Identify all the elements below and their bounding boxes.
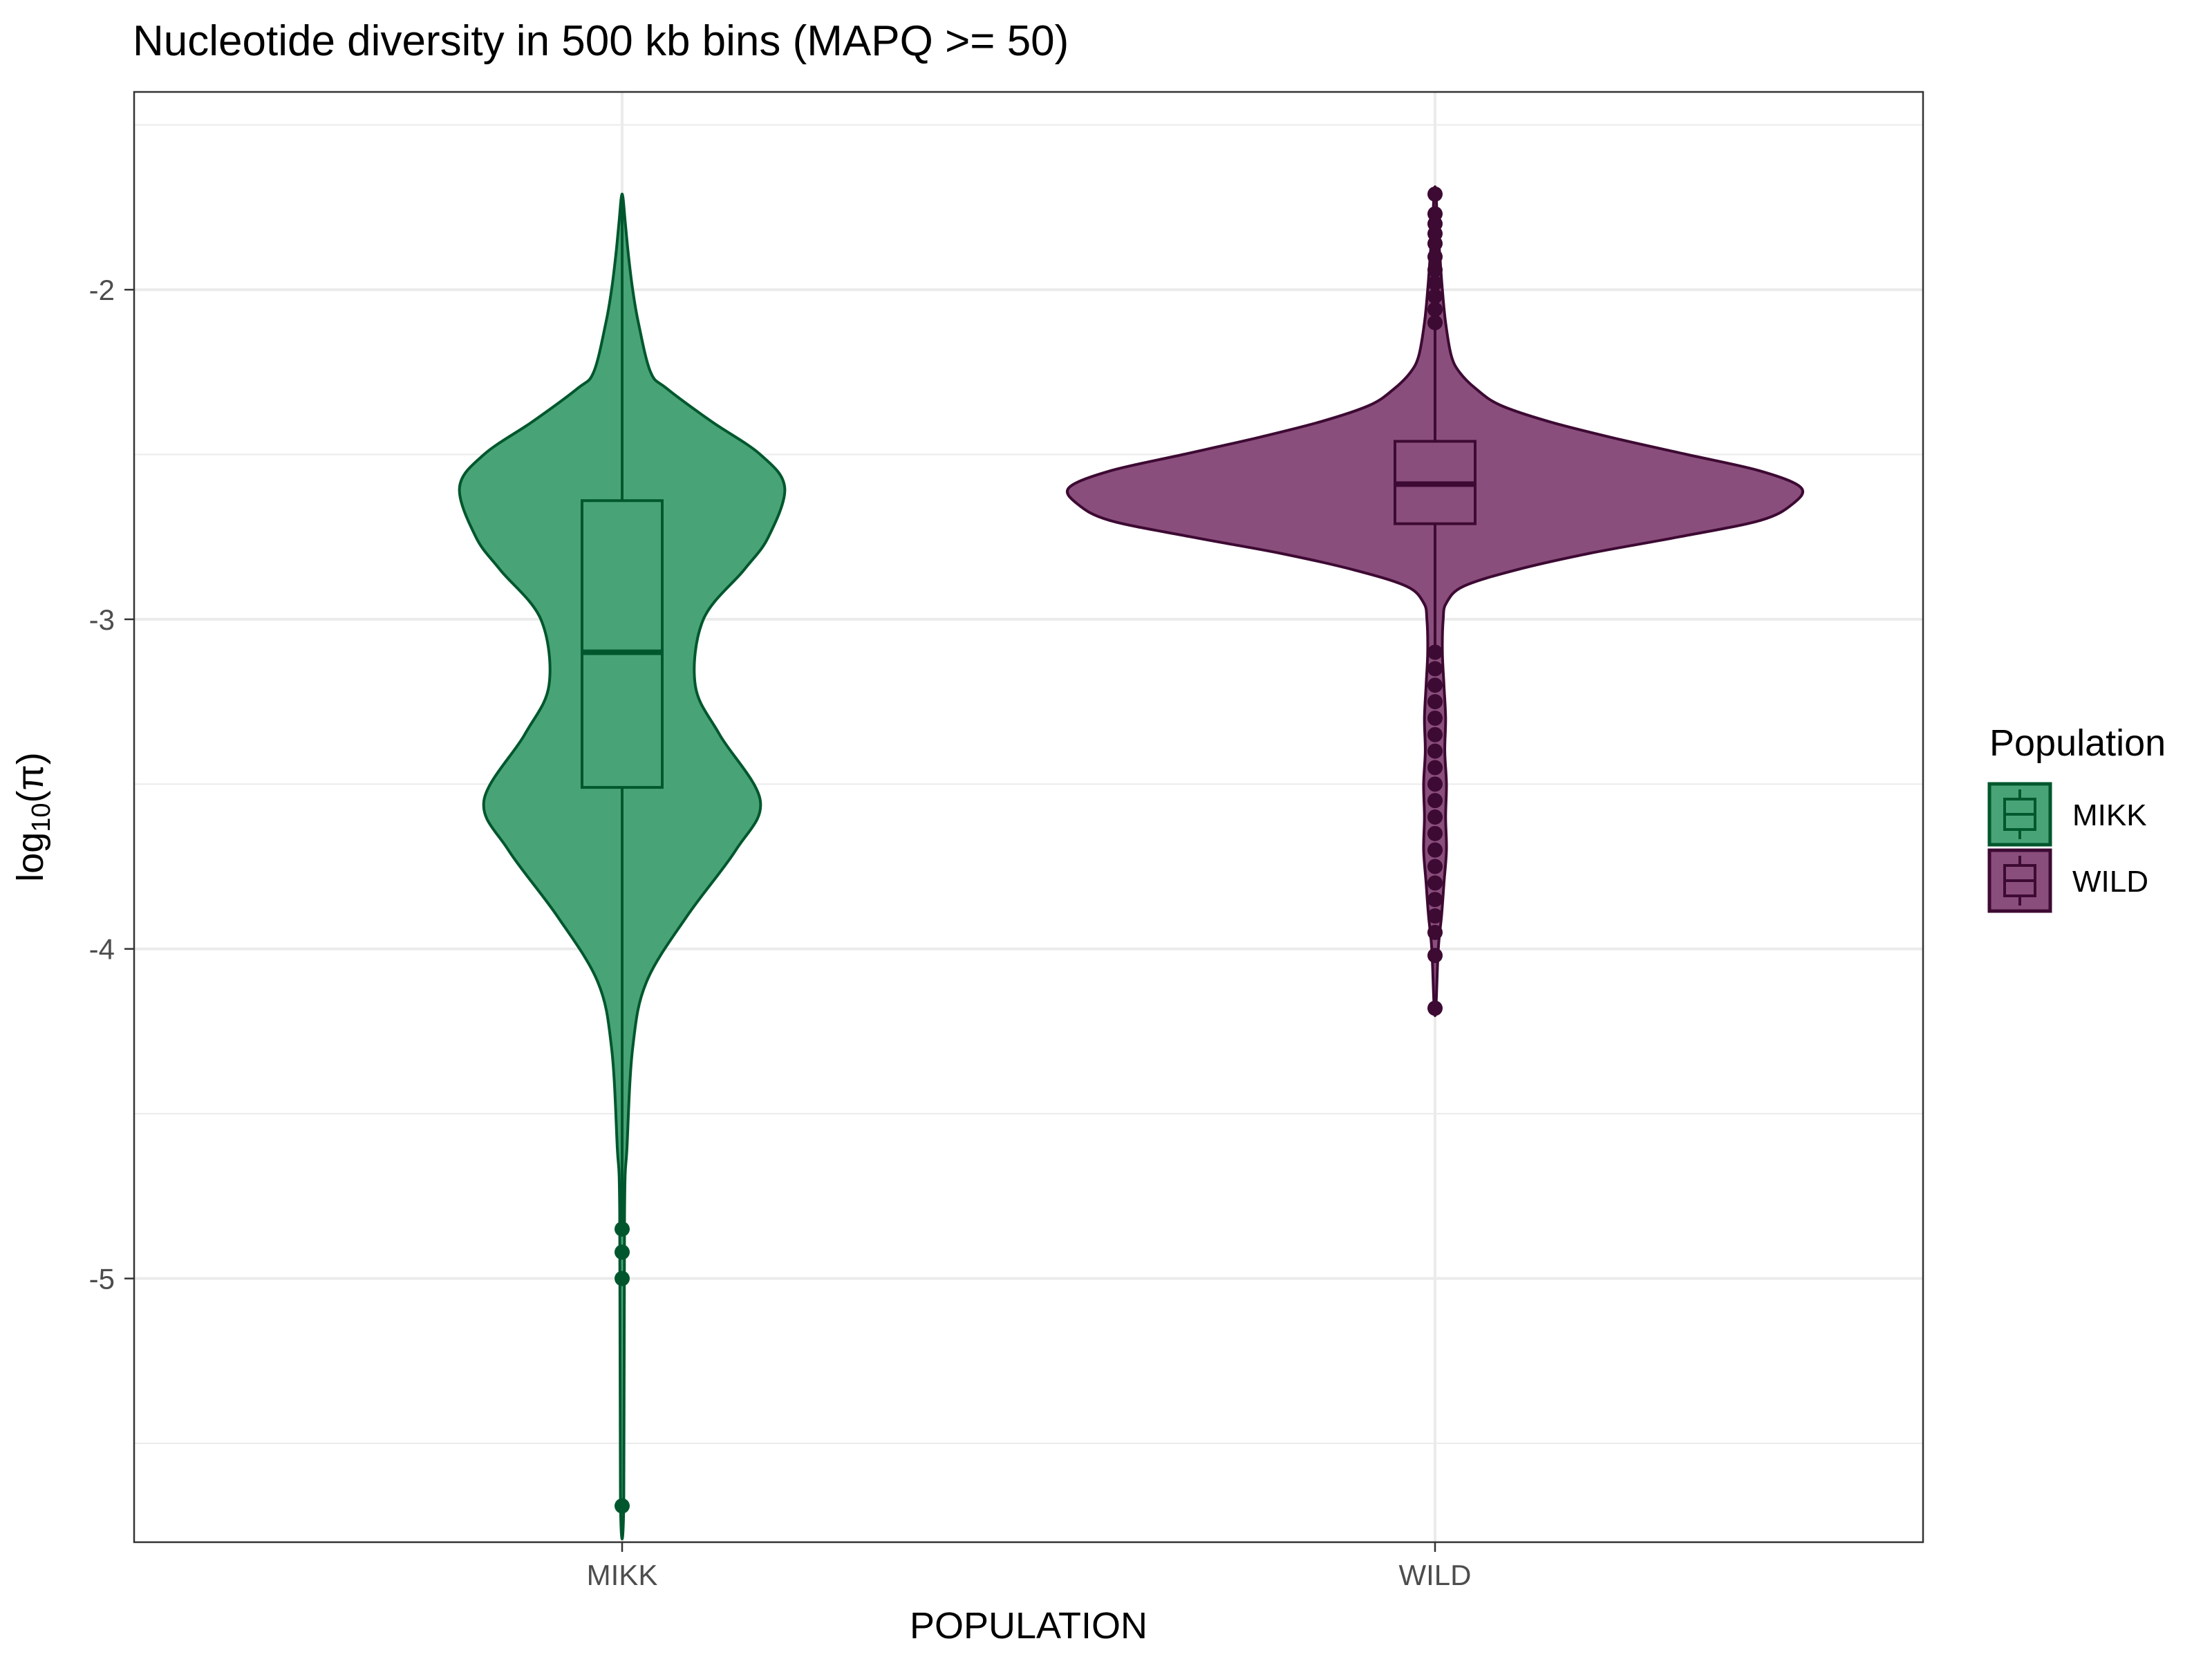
outlier-point [1427, 262, 1443, 278]
y-tick-label: -5 [89, 1263, 115, 1295]
outlier-point [1427, 842, 1443, 858]
outlier-point [1427, 275, 1443, 291]
outlier-point [1427, 760, 1443, 776]
outlier-point [1427, 924, 1443, 940]
outlier-point [1427, 677, 1443, 693]
series-wild [1066, 185, 1804, 1018]
outlier-point [615, 1498, 630, 1514]
chart-title: Nucleotide diversity in 500 kb bins (MAP… [133, 17, 1069, 65]
outlier-point [1427, 908, 1443, 924]
y-tick-label: -4 [89, 933, 115, 966]
legend-title: Population [1989, 722, 2166, 764]
y-axis-title-suffix: (π) [10, 752, 51, 803]
y-axis-title-subscript: 10 [27, 803, 56, 832]
outlier-point [1427, 809, 1443, 825]
outlier-point [1427, 236, 1443, 252]
outlier-point [1427, 710, 1443, 726]
outlier-point [1427, 875, 1443, 891]
outlier-point [1427, 644, 1443, 660]
legend-label: WILD [2072, 865, 2148, 899]
outlier-point [1427, 186, 1443, 202]
outlier-point [615, 1244, 630, 1260]
outlier-point [1427, 694, 1443, 710]
series-layer [458, 185, 1804, 1541]
y-tick-label: -3 [89, 603, 115, 636]
y-tick-label: -2 [89, 274, 115, 306]
legend: Population MIKK WILD [1987, 722, 2166, 913]
outlier-point [615, 1271, 630, 1286]
outlier-point [1427, 727, 1443, 742]
outlier-point [1427, 825, 1443, 841]
y-axis: -5 -4 -3 -2 [89, 274, 134, 1295]
outlier-point [1427, 743, 1443, 759]
panel-border [133, 91, 1924, 1544]
y-axis-title: log10(π) [10, 752, 56, 882]
x-axis-title: POPULATION [910, 1605, 1147, 1647]
x-tick-label: WILD [1399, 1559, 1472, 1591]
outlier-point [1427, 776, 1443, 792]
x-axis: MIKK WILD [587, 1542, 1472, 1591]
outlier-point [615, 1221, 630, 1237]
series-mikk [458, 192, 787, 1541]
panel-background [134, 92, 1923, 1542]
outlier-point [1427, 661, 1443, 677]
y-axis-title-base: log [10, 832, 51, 882]
plot-panel [133, 91, 1924, 1544]
outlier-point [1427, 859, 1443, 874]
outlier-point [1427, 301, 1443, 317]
outlier-point [1427, 288, 1443, 304]
outlier-point [1427, 793, 1443, 809]
outlier-point [1427, 892, 1443, 908]
outlier-point [1427, 948, 1443, 964]
box-mikk [581, 499, 664, 789]
outlier-point [1427, 1000, 1443, 1016]
legend-item-wild: WILD [1987, 848, 2148, 913]
outlier-point [1427, 315, 1443, 330]
legend-label: MIKK [2072, 798, 2147, 832]
outlier-point [1427, 249, 1443, 265]
legend-item-mikk: MIKK [1987, 782, 2147, 847]
x-tick-label: MIKK [587, 1559, 658, 1591]
